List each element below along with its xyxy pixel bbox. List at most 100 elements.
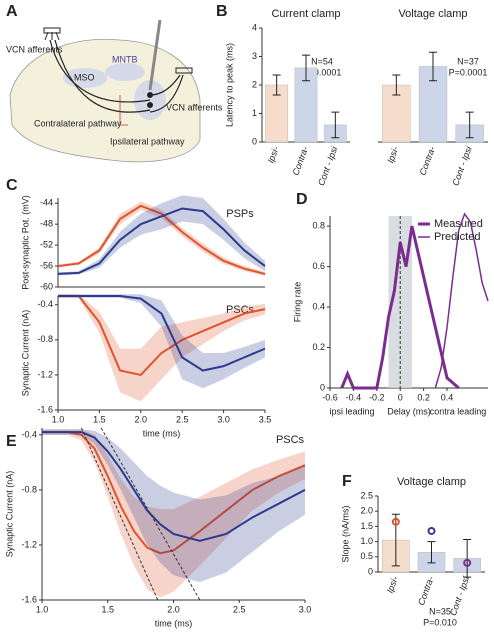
y-tick-label: 1: [252, 108, 257, 118]
y-tick-label: 3: [252, 51, 257, 61]
annotation: P=0.0001: [303, 67, 342, 77]
x-tick-label: 1.0: [52, 414, 65, 424]
diagram-label: MNTB: [112, 54, 138, 64]
legend-label: Predicted: [434, 231, 480, 243]
line: [57, 207, 266, 275]
afferent-icon: [43, 27, 61, 34]
chart-title: Voltage clamp: [398, 8, 467, 20]
line: [57, 204, 266, 275]
electrode: [148, 19, 162, 91]
y-tick-label: 0.6: [312, 261, 325, 271]
brain-slice-diagram: VCN afferents MSO MNTB Contralateral pat…: [6, 19, 223, 163]
x-tick-label: Ipsi-: [266, 145, 281, 164]
highlighted-point: [463, 558, 472, 567]
x-tick-label: -0.2: [369, 392, 385, 402]
x-tick-label: 2.5: [233, 604, 246, 614]
ipsi-marker: [119, 95, 128, 126]
y-axis-label: Firing rate: [292, 282, 302, 323]
error-bar: [427, 541, 436, 564]
line: [42, 431, 306, 542]
y-tick-label: -1.2: [37, 369, 53, 379]
error-bar: [392, 74, 401, 96]
legend-label: Measured: [434, 218, 483, 230]
x-tick-label: 3.0: [299, 604, 312, 614]
x-tick-label: 1.5: [93, 414, 106, 424]
line: [42, 431, 306, 555]
x-axis-label: time (ms): [155, 618, 193, 628]
x-annotation: contra leading: [430, 406, 487, 416]
pathway: [49, 39, 151, 103]
line: [58, 295, 266, 372]
y-tick-label: 0: [252, 136, 257, 146]
annotation: P=0.0001: [449, 67, 488, 77]
x-tick-label: Cont - Ipsi: [448, 574, 472, 617]
y-tick-label: -44: [40, 198, 53, 208]
error-bar: [302, 54, 310, 82]
highlighted-point: [427, 526, 436, 535]
annotation: P=0.010: [423, 617, 457, 627]
x-tick-label: Contra-: [417, 145, 437, 177]
y-tick-label: 0: [320, 382, 325, 392]
chart-title: Voltage clamp: [397, 476, 466, 488]
y-tick-label: 1.5: [360, 521, 373, 531]
y-axis-label: Post-synaptic Pot. (mV): [20, 195, 30, 290]
diagram-label: Ipsilateral pathway: [110, 136, 185, 146]
y-tick-label: -1.6: [37, 404, 53, 414]
diagram-label: MSO: [74, 72, 95, 82]
x-tick-label: 0.2: [417, 392, 430, 402]
annotation: N=54: [311, 56, 333, 66]
y-axis-label: Synaptic Current (nA): [4, 471, 14, 558]
annotation: N=35: [429, 606, 451, 616]
panel-letter: C: [6, 177, 18, 194]
x-annotation: ipsi leading: [329, 406, 374, 416]
y-tick-label: 0.2: [312, 342, 325, 352]
tangent-line: [100, 427, 201, 601]
diagram-label: Contralateral pathway: [34, 118, 122, 128]
x-tick-label: Cont - Ipsi: [316, 144, 340, 187]
y-tick-label: 2: [252, 79, 257, 89]
y-tick-label: -0.8: [21, 484, 37, 494]
panel-letter: B: [216, 3, 228, 20]
neuron: [147, 92, 153, 98]
highlighted-point: [391, 517, 400, 526]
y-tick-label: 0.8: [312, 220, 325, 230]
panel-letter: D: [296, 191, 308, 208]
y-tick-label: -0.4: [21, 429, 37, 439]
y-axis-label: Latency to peak (ms): [224, 43, 234, 127]
chart-title: Current clamp: [271, 8, 340, 20]
x-axis-label: Delay (ms): [387, 406, 431, 416]
annotation: PSPs: [226, 208, 254, 220]
error-band: [58, 294, 265, 389]
y-tick-label: -56: [40, 260, 53, 270]
y-tick-label: 0.4: [312, 301, 325, 311]
line: [58, 295, 266, 377]
error-band: [42, 429, 305, 583]
y-tick-label: -0.8: [37, 334, 53, 344]
error-band: [58, 201, 265, 277]
y-tick-label: 4: [252, 22, 257, 32]
line: [434, 212, 489, 389]
x-tick-label: 2.5: [176, 414, 189, 424]
y-tick-label: -1.2: [21, 539, 37, 549]
y-tick-label: -0.4: [37, 299, 53, 309]
tangent-line: [80, 427, 159, 601]
diagram-label: VCN afferents: [6, 44, 63, 54]
y-tick-label: 2.5: [360, 490, 373, 500]
annotation: N=37: [457, 56, 479, 66]
error-band: [42, 429, 305, 598]
error-band: [58, 195, 265, 276]
line: [340, 225, 460, 390]
x-tick-label: Ipsi-: [385, 145, 400, 164]
x-tick-label: 1.5: [101, 604, 114, 614]
x-tick-label: 2.0: [167, 604, 180, 614]
x-tick-label: Contra-: [416, 575, 436, 607]
y-tick-label: 1.0: [360, 536, 373, 546]
x-tick-label: 1.0: [36, 604, 49, 614]
panel-letter: E: [6, 433, 17, 450]
annotation: PSCs: [276, 434, 305, 446]
panel-letter: F: [342, 473, 352, 490]
error-bar: [272, 74, 281, 96]
x-tick-label: -0.4: [346, 392, 362, 402]
y-tick-label: -52: [40, 239, 53, 249]
y-tick-label: 2.0: [360, 506, 373, 516]
